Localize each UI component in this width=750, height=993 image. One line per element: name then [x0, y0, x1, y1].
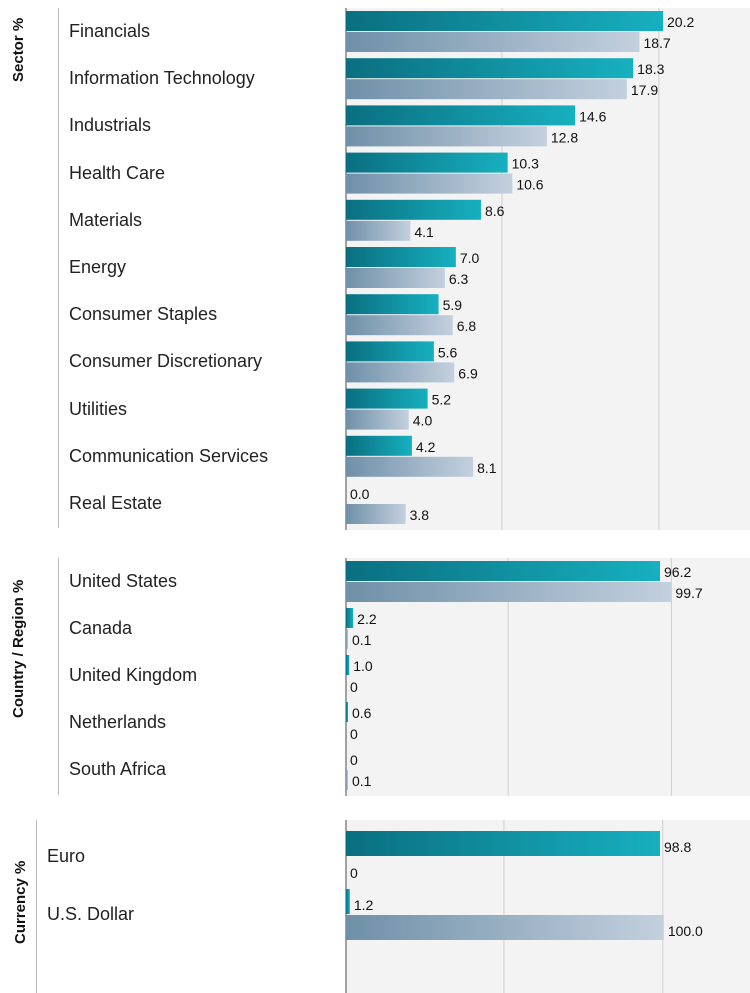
data-label: 98.8	[664, 839, 691, 855]
category-label: Industrials	[69, 115, 152, 136]
data-label: 100.0	[668, 923, 703, 939]
category-label: Communication Services	[69, 445, 269, 466]
bar-series-1	[346, 341, 434, 362]
category-label: Euro	[47, 846, 86, 866]
data-label: 6.8	[457, 318, 477, 334]
bar-series-2	[346, 32, 640, 52]
bar-series-1	[346, 152, 508, 173]
currency-section-title: Currency %	[12, 860, 29, 944]
data-label: 4.2	[416, 439, 436, 455]
data-label: 8.6	[485, 203, 505, 219]
bar-series-1	[346, 608, 354, 628]
bar-series-1	[346, 247, 456, 267]
bar-series-2	[346, 220, 411, 241]
data-label: 0.1	[352, 773, 372, 789]
bar-series-2	[346, 362, 455, 383]
bar-series-2	[346, 409, 409, 430]
bar-series-1	[346, 831, 660, 856]
data-label: 0	[350, 752, 358, 768]
currency-divider	[36, 820, 37, 993]
data-label: 5.2	[432, 392, 452, 408]
category-label: Real Estate	[69, 493, 163, 513]
data-label: 6.3	[449, 271, 469, 287]
bar-series-2	[346, 173, 513, 194]
data-label: 17.9	[631, 82, 658, 98]
data-label: 5.9	[443, 297, 463, 313]
bar-series-1	[346, 294, 439, 315]
category-label: Health Care	[69, 162, 166, 183]
bar-series-2	[346, 126, 547, 147]
data-label: 10.3	[512, 156, 539, 172]
data-label: 12.8	[551, 129, 578, 145]
data-label: 0.6	[352, 705, 372, 721]
data-label: 0.1	[352, 632, 372, 648]
bar-series-2	[346, 915, 664, 940]
category-label: Information Technology	[69, 68, 255, 89]
bar-series-1	[346, 435, 412, 456]
data-label: 10.6	[516, 177, 543, 193]
bar-series-1	[346, 388, 428, 409]
data-label: 14.6	[579, 108, 606, 124]
data-label: 8.1	[477, 460, 497, 476]
bar-series-2	[346, 629, 348, 649]
data-label: 0.0	[350, 486, 370, 502]
data-label: 5.6	[438, 344, 458, 360]
bar-series-1	[346, 58, 634, 79]
sector-section: Sector % Financials Information Technolog…	[10, 8, 750, 530]
country-section: Country / Region % United States Canada Un…	[0, 540, 750, 800]
data-label: 7.0	[460, 250, 480, 266]
sector-plot: 20.2 18.7 18.3 17.9 14.612.8 10.3 10.6 8.6 4.1 7.…	[345, 8, 750, 530]
bar-series-1	[346, 702, 348, 722]
data-label: 1.2	[354, 897, 374, 913]
data-label: 0	[350, 865, 358, 881]
bar-series-1	[346, 561, 660, 581]
data-label: 0	[350, 726, 358, 742]
bar-series-2	[346, 315, 453, 336]
category-label: United States	[69, 571, 178, 591]
bar-series-1	[346, 655, 350, 675]
bar-series-1	[346, 105, 576, 126]
category-label: Financials	[69, 21, 151, 41]
category-label: Consumer Discretionary	[69, 351, 263, 372]
bar-series-2	[346, 268, 445, 288]
bar-series-2	[346, 770, 348, 790]
country-divider	[58, 558, 59, 795]
currency-section: Currency % Euro U.S. Dollar 98.8 0 1.2 100.0	[0, 812, 750, 993]
category-label: Energy	[69, 257, 127, 277]
data-label: 3.8	[410, 507, 430, 523]
data-label: 18.3	[637, 61, 664, 77]
data-label: 20.2	[667, 14, 694, 30]
sector-divider	[58, 8, 59, 528]
category-label: U.S. Dollar	[47, 904, 135, 924]
category-label: Materials	[69, 209, 143, 230]
data-label: 6.9	[458, 365, 478, 381]
data-label: 2.2	[357, 611, 377, 627]
category-label: South Africa	[69, 759, 167, 779]
bar-series-2	[346, 79, 627, 100]
bar-series-1	[346, 11, 663, 31]
data-label: 1.0	[353, 658, 373, 674]
bar-series-2	[346, 582, 672, 602]
data-label: 0	[350, 679, 358, 695]
bar-series-1	[346, 889, 350, 914]
bar-series-2	[346, 456, 474, 477]
data-label: 99.7	[675, 585, 702, 601]
data-label: 4.1	[414, 224, 434, 240]
country-section-title: Country / Region %	[10, 579, 27, 718]
category-label: Utilities	[69, 398, 128, 419]
bar-series-2	[346, 504, 406, 524]
category-label: United Kingdom	[69, 665, 198, 685]
bar-series-1	[346, 199, 481, 220]
category-label: Netherlands	[69, 712, 167, 732]
data-label: 18.7	[643, 35, 670, 51]
currency-plot: 98.8 0 1.2 100.0	[345, 820, 750, 993]
country-plot: 96.2 99.7 2.2 0.1 1.0 0 0.6 0 0 0.1	[345, 558, 750, 796]
sector-section-title: Sector %	[10, 17, 27, 82]
data-label: 96.2	[664, 564, 691, 580]
data-label: 4.0	[413, 413, 433, 429]
category-label: Consumer Staples	[69, 304, 218, 325]
category-label: Canada	[69, 618, 133, 638]
